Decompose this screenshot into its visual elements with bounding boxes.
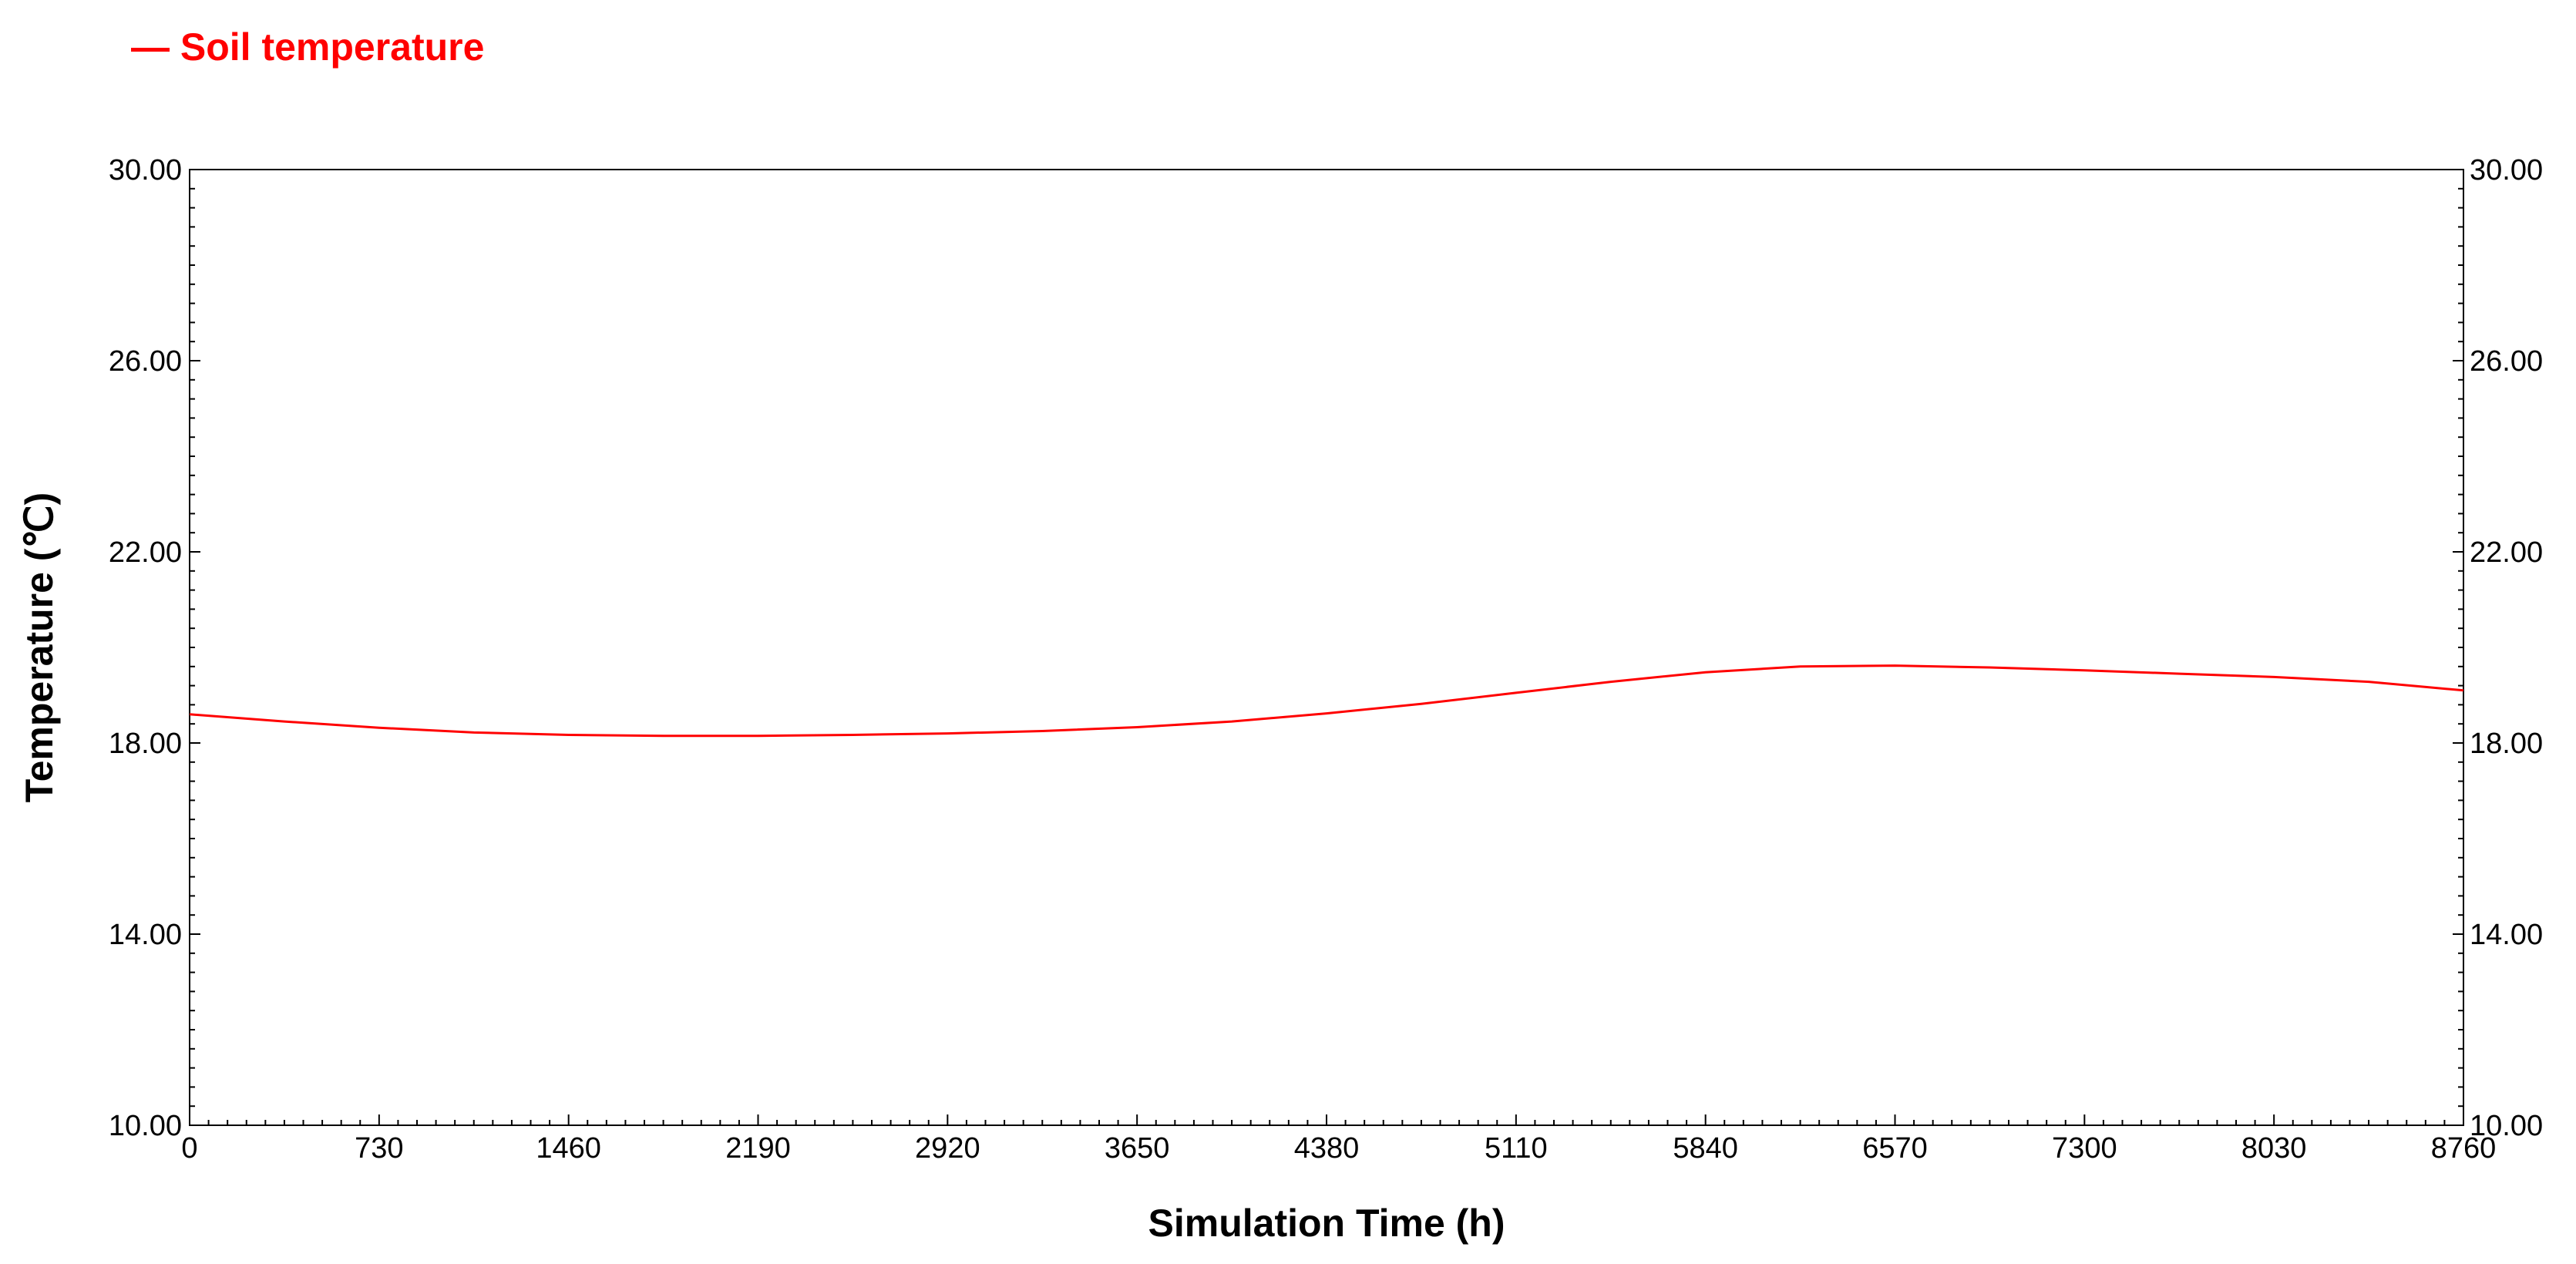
x-tick-label: 5110	[1485, 1132, 1548, 1165]
y-tick-label-left: 26.00	[109, 345, 182, 378]
y-tick-label-left: 14.00	[109, 919, 182, 951]
y-tick-label-right: 22.00	[2470, 536, 2543, 569]
x-tick-label: 4380	[1294, 1132, 1360, 1165]
legend: — Soil temperature	[131, 25, 484, 69]
y-tick-label-left: 10.00	[109, 1110, 182, 1142]
x-tick-label: 6570	[1862, 1132, 1928, 1165]
y-tick-label-left: 30.00	[109, 154, 182, 187]
y-tick-label-right: 18.00	[2470, 728, 2543, 760]
series-line-soil-temperature	[189, 664, 2464, 738]
x-tick-label: 7300	[2052, 1132, 2117, 1165]
x-tick-label: 0	[181, 1132, 197, 1165]
plot-area	[189, 169, 2464, 1126]
y-tick-label-left: 18.00	[109, 728, 182, 760]
y-axis-ticks: 10.00 14.00 18.00 22.00 26.00 30.00 10.00 14.00…	[109, 154, 2543, 1142]
x-tick-label: 1460	[536, 1132, 601, 1165]
x-tick-label: 2920	[915, 1132, 980, 1165]
y-tick-label-right: 10.00	[2470, 1110, 2543, 1142]
y-tick-label-right: 30.00	[2470, 154, 2543, 187]
x-tick-label: 5840	[1673, 1132, 1738, 1165]
y-tick-label-left: 22.00	[109, 536, 182, 569]
y-tick-label-right: 26.00	[2470, 345, 2543, 378]
x-tick-label: 8030	[2241, 1132, 2307, 1165]
y-axis-title: Temperature (℃)	[18, 492, 61, 803]
x-tick-label: 8760	[2431, 1132, 2497, 1165]
y-tick-label-right: 14.00	[2470, 919, 2543, 951]
x-tick-label: 730	[355, 1132, 403, 1165]
legend-entry-soil-temperature: — Soil temperature	[131, 25, 484, 69]
x-tick-label: 3650	[1105, 1132, 1170, 1165]
series-layer	[189, 664, 2464, 738]
x-axis-title: Simulation Time (h)	[1148, 1202, 1505, 1245]
x-tick-label: 2190	[725, 1132, 791, 1165]
x-axis-ticks: 0 730 1460 2190 2920 3650 4380 5110 5840 6570 7300…	[181, 1114, 2496, 1165]
